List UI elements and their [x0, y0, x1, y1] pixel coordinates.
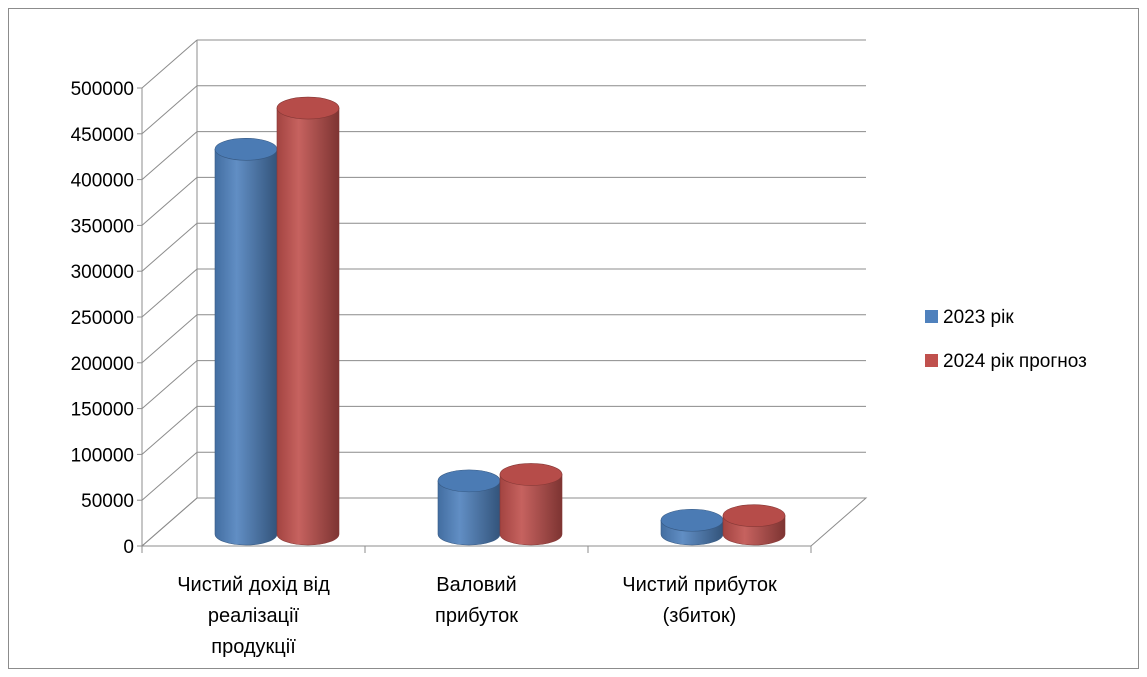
y-tick-label: 250000 [71, 308, 134, 329]
bar [214, 137, 278, 546]
bar [437, 469, 501, 546]
bar-top [214, 137, 278, 161]
legend-swatch [925, 310, 938, 323]
bars [214, 96, 786, 546]
y-tick-label: 450000 [71, 125, 134, 146]
y-tick-label: 500000 [71, 79, 134, 100]
y-tick-label: 350000 [71, 216, 134, 237]
x-category-label: (збиток) [663, 605, 737, 627]
gridline-diagonal [141, 268, 198, 318]
y-tick-label: 200000 [71, 354, 134, 375]
chart-area: 0 50000 100000 150000 200000 250000 300000 3500… [8, 8, 1139, 669]
y-axis: 0 50000 100000 150000 200000 250000 300000 3500… [71, 79, 142, 558]
x-category-label: Чистий прибуток [622, 574, 777, 596]
y-tick-label: 150000 [71, 400, 134, 421]
legend-swatch [925, 354, 938, 367]
y-tick-label: 400000 [71, 171, 134, 192]
y-tick-label: 100000 [71, 445, 134, 466]
gridline-diagonal [141, 406, 198, 455]
bar [276, 96, 340, 546]
bar-top [722, 504, 786, 527]
x-category-label: продукції [211, 636, 296, 658]
legend-label: 2024 рік прогноз [943, 351, 1087, 372]
legend-label: 2023 рік [943, 307, 1014, 328]
bar [660, 508, 724, 546]
x-category-label: реалізації [208, 605, 300, 627]
y-tick-label: 50000 [81, 491, 134, 512]
gridline-diagonal [141, 85, 198, 135]
x-category-label: прибуток [435, 605, 518, 627]
bar [722, 504, 786, 546]
bar-top [660, 508, 724, 532]
bar-body [214, 148, 278, 546]
bar-body [276, 107, 340, 546]
x-category-label: Валовий [436, 574, 516, 596]
legend: 2023 рік 2024 рік прогноз [925, 307, 1087, 372]
bar-chart-3d: 0 50000 100000 150000 200000 250000 300000 3500… [71, 39, 1087, 658]
gridline-diagonal [141, 451, 198, 501]
gridline-diagonal [141, 222, 198, 272]
bar-body [437, 480, 501, 546]
gridline-diagonal [141, 314, 198, 364]
y-tick-label: 300000 [71, 262, 134, 283]
bar-body [499, 474, 563, 546]
gridline-diagonal [141, 131, 198, 180]
gridline-diagonal [141, 39, 198, 89]
bar-top [499, 463, 563, 486]
y-tick-label: 0 [123, 537, 134, 558]
bar [499, 463, 563, 546]
bar-top [437, 469, 501, 493]
x-category-label: Чистий дохід від [177, 574, 330, 596]
bar-top [276, 96, 340, 120]
x-axis: Чистий дохід від реалізації продукції Валов… [141, 546, 812, 658]
gridline-diagonal [141, 497, 198, 547]
gridline-diagonal [141, 360, 198, 409]
gridline-diagonal [141, 177, 198, 226]
